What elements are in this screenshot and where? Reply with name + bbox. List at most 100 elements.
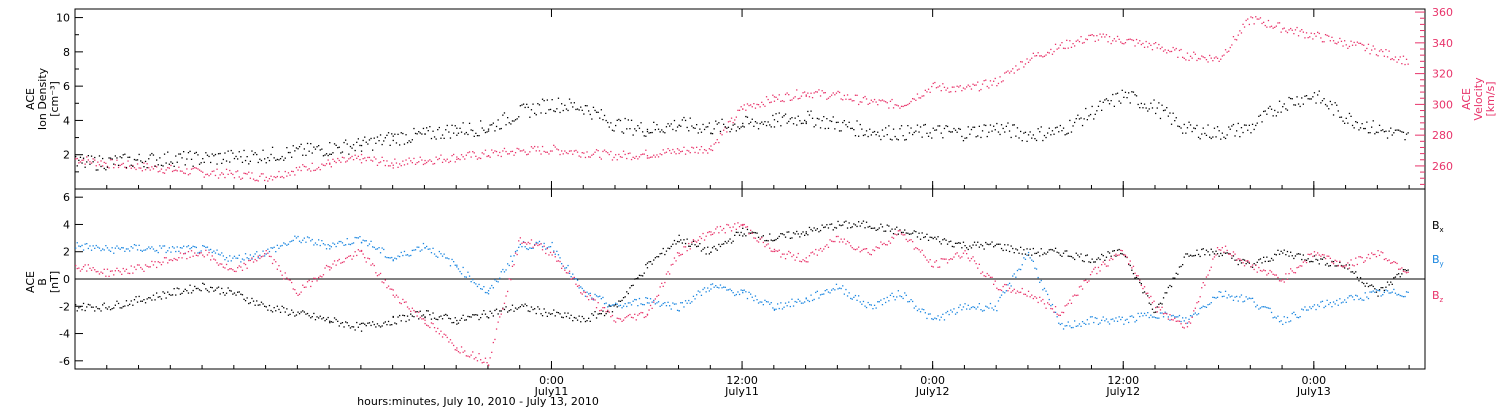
bx-point bbox=[262, 303, 264, 305]
by-point bbox=[1302, 309, 1304, 311]
x-tick-day-label: July12 bbox=[1105, 385, 1140, 398]
velocity-point bbox=[1239, 30, 1241, 32]
velocity-point bbox=[1194, 53, 1196, 55]
density-point bbox=[919, 126, 922, 128]
by-point bbox=[478, 283, 480, 286]
bx-point bbox=[1291, 255, 1293, 257]
density-point bbox=[683, 116, 685, 119]
by-point bbox=[815, 291, 817, 294]
bx-point bbox=[1193, 255, 1195, 257]
bfield-tick-label: 0 bbox=[63, 273, 70, 286]
velocity-point bbox=[962, 87, 965, 89]
bz-point bbox=[789, 252, 791, 254]
density-point bbox=[805, 121, 807, 123]
velocity-point bbox=[1310, 32, 1312, 34]
velocity-point bbox=[238, 176, 240, 178]
bz-point bbox=[252, 261, 255, 263]
by-point bbox=[1193, 313, 1195, 315]
density-point bbox=[794, 117, 796, 119]
density-point bbox=[783, 115, 785, 117]
density-point bbox=[373, 137, 375, 139]
density-point bbox=[289, 151, 291, 154]
bz-point bbox=[842, 241, 844, 243]
density-point bbox=[786, 122, 788, 124]
by-point bbox=[802, 302, 804, 304]
bx-point bbox=[121, 307, 123, 309]
bx-point bbox=[811, 230, 814, 232]
by-point bbox=[838, 287, 841, 289]
velocity-point bbox=[1385, 49, 1387, 51]
bx-point bbox=[669, 247, 671, 250]
density-point bbox=[1091, 105, 1093, 108]
bx-point bbox=[961, 247, 963, 249]
by-point bbox=[564, 267, 566, 269]
velocity-point bbox=[561, 150, 563, 152]
by-point bbox=[1318, 305, 1320, 308]
density-point bbox=[1290, 97, 1292, 100]
velocity-point bbox=[699, 149, 701, 151]
by-point bbox=[399, 255, 401, 258]
by-point bbox=[1348, 295, 1351, 297]
by-point bbox=[613, 304, 615, 306]
bx-point bbox=[465, 319, 467, 321]
density-point bbox=[1037, 128, 1039, 130]
by-point bbox=[935, 318, 938, 320]
bx-point bbox=[279, 311, 282, 313]
bz-point bbox=[416, 315, 418, 317]
bx-point bbox=[642, 275, 644, 277]
bx-point bbox=[1058, 252, 1060, 254]
bz-point bbox=[524, 242, 526, 244]
by-point bbox=[1129, 315, 1131, 318]
by-point bbox=[292, 239, 294, 242]
by-point bbox=[1388, 292, 1390, 294]
bz-point bbox=[499, 316, 501, 318]
density-point bbox=[1066, 133, 1068, 135]
bx-point bbox=[303, 311, 305, 313]
density-point bbox=[186, 158, 188, 160]
bx-point bbox=[616, 306, 618, 308]
by-point bbox=[406, 254, 409, 256]
by-point bbox=[661, 304, 663, 306]
bx-point bbox=[548, 312, 550, 314]
velocity-point bbox=[543, 150, 545, 153]
velocity-point bbox=[821, 90, 823, 92]
bx-point bbox=[1299, 253, 1301, 255]
bz-point bbox=[1194, 307, 1196, 309]
by-point bbox=[1029, 257, 1031, 259]
bx-point bbox=[327, 316, 329, 319]
bx-point bbox=[1155, 311, 1157, 313]
density-point bbox=[1186, 127, 1189, 129]
velocity-point bbox=[991, 84, 993, 86]
by-point bbox=[786, 305, 788, 307]
velocity-point bbox=[103, 161, 105, 164]
bz-point bbox=[1339, 260, 1341, 262]
bz-point bbox=[273, 259, 275, 261]
bx-point bbox=[881, 226, 884, 228]
by-point bbox=[973, 306, 976, 309]
velocity-point bbox=[508, 153, 510, 155]
velocity-point bbox=[524, 151, 526, 153]
bz-point bbox=[1372, 253, 1374, 256]
bz-point bbox=[1037, 301, 1039, 304]
bx-point bbox=[1183, 256, 1185, 258]
velocity-point bbox=[970, 88, 973, 90]
velocity-point bbox=[915, 99, 917, 101]
density-point bbox=[1337, 110, 1339, 112]
by-point bbox=[634, 298, 636, 301]
density-point bbox=[910, 127, 912, 129]
velocity-point bbox=[1124, 42, 1127, 44]
bz-point bbox=[751, 232, 753, 234]
bx-point bbox=[421, 315, 423, 317]
velocity-point bbox=[1164, 49, 1166, 51]
bz-point bbox=[165, 257, 167, 259]
density-point bbox=[530, 109, 533, 111]
bx-point bbox=[637, 277, 639, 279]
velocity-tick-label: 340 bbox=[1432, 37, 1453, 50]
bz-point bbox=[327, 265, 329, 268]
bz-point bbox=[1344, 265, 1346, 267]
bx-point bbox=[1340, 264, 1343, 267]
bx-point bbox=[127, 304, 129, 307]
density-point bbox=[418, 131, 420, 133]
bx-point bbox=[454, 317, 456, 319]
velocity-point bbox=[208, 175, 210, 177]
